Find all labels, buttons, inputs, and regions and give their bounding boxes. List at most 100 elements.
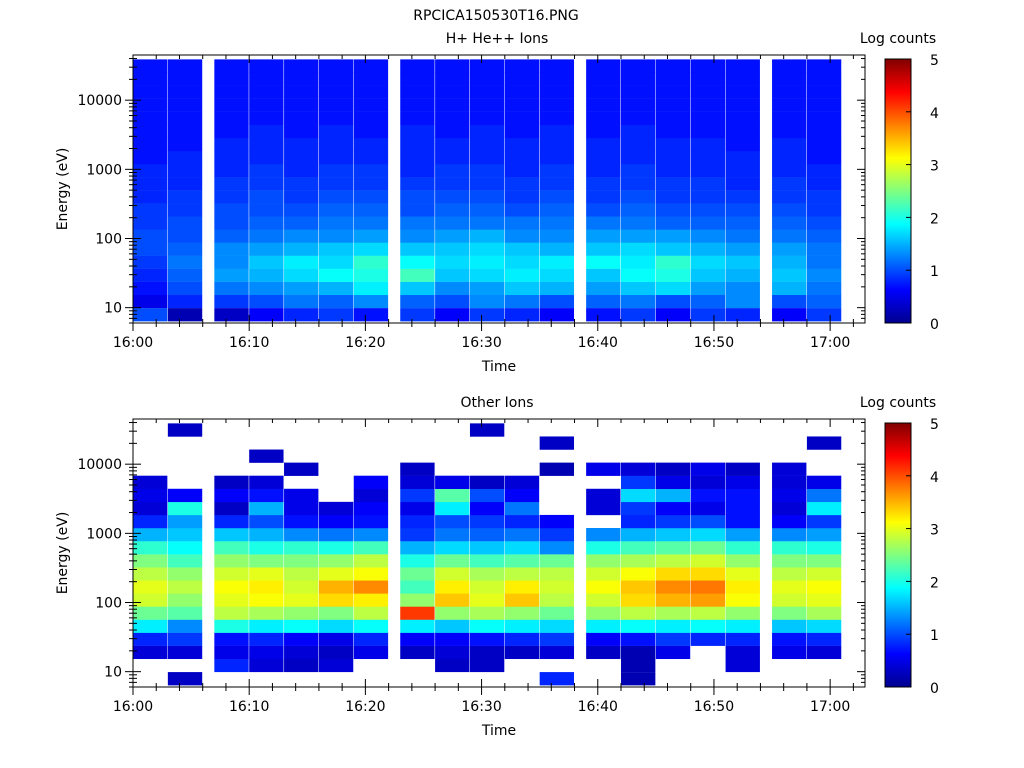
heatmap-cell bbox=[167, 111, 203, 125]
heatmap-cell bbox=[284, 645, 319, 660]
heatmap-cell bbox=[133, 164, 168, 178]
heatmap-cell bbox=[167, 554, 203, 568]
heatmap-cell bbox=[655, 203, 691, 217]
heatmap-cell bbox=[249, 177, 284, 191]
colorbar-tick-label: 3 bbox=[930, 159, 939, 175]
heatmap-cell bbox=[353, 124, 389, 139]
heatmap-cell bbox=[586, 216, 621, 230]
heatmap-cell bbox=[621, 554, 656, 568]
heatmap-cell bbox=[249, 514, 284, 529]
heatmap-cell bbox=[806, 554, 842, 568]
heatmap-cell bbox=[725, 281, 760, 296]
heatmap-cell bbox=[435, 59, 470, 73]
heatmap-cell bbox=[655, 645, 691, 660]
heatmap-cell bbox=[539, 177, 575, 191]
heatmap-cell bbox=[504, 645, 540, 660]
heatmap-cell bbox=[725, 294, 760, 309]
heatmap-cell bbox=[400, 488, 435, 503]
heatmap-cell bbox=[504, 242, 540, 256]
heatmap-cell bbox=[469, 242, 505, 256]
heatmap-cell bbox=[504, 619, 540, 633]
heatmap-cell bbox=[284, 177, 319, 191]
heatmap-cell bbox=[690, 203, 726, 217]
heatmap-cell bbox=[167, 72, 203, 86]
x-tick-label: 17:00 bbox=[810, 335, 850, 351]
heatmap-cell bbox=[806, 580, 842, 594]
colorbar-tick-label: 3 bbox=[930, 523, 939, 539]
heatmap-cell bbox=[690, 164, 726, 178]
x-tick-label: 16:50 bbox=[694, 335, 734, 351]
heatmap-cell bbox=[214, 593, 249, 607]
heatmap-cell bbox=[400, 501, 435, 516]
heatmap-cell bbox=[214, 501, 249, 516]
heatmap-cell bbox=[469, 619, 505, 633]
plot-frame bbox=[132, 54, 866, 324]
heatmap-cell bbox=[249, 294, 284, 309]
heatmap-cell bbox=[725, 462, 760, 476]
heatmap-cell bbox=[249, 281, 284, 296]
heatmap-cell bbox=[214, 137, 249, 152]
heatmap-cell bbox=[214, 98, 249, 112]
heatmap-cell bbox=[586, 554, 621, 568]
heatmap-cell bbox=[772, 203, 807, 217]
heatmap-cell bbox=[539, 672, 575, 686]
heatmap-cell bbox=[690, 541, 726, 555]
heatmap-cell bbox=[586, 632, 621, 646]
heatmap-cell bbox=[586, 85, 621, 99]
heatmap-cell bbox=[353, 190, 389, 204]
heatmap-cell bbox=[469, 59, 505, 73]
heatmap-cell bbox=[353, 632, 389, 646]
heatmap-cell bbox=[772, 98, 807, 112]
heatmap-cell bbox=[284, 488, 319, 503]
heatmap-cell bbox=[655, 501, 691, 516]
heatmap-cell bbox=[133, 137, 168, 152]
heatmap-cell bbox=[284, 137, 319, 152]
heatmap-cell bbox=[725, 268, 760, 282]
heatmap-cell bbox=[435, 541, 470, 555]
heatmap-cell bbox=[806, 632, 842, 646]
x-tick-label: 16:50 bbox=[694, 699, 734, 715]
heatmap-cell bbox=[400, 514, 435, 529]
heatmap-cell bbox=[586, 177, 621, 191]
heatmap-cell bbox=[284, 606, 319, 620]
heatmap-cell bbox=[400, 190, 435, 204]
heatmap-cell bbox=[469, 423, 505, 437]
heatmap-cell bbox=[586, 255, 621, 269]
y-tick-label: 100 bbox=[95, 595, 122, 611]
heatmap-cell bbox=[435, 475, 470, 489]
heatmap-cell bbox=[772, 177, 807, 191]
heatmap-cell bbox=[586, 488, 621, 503]
heatmap-cell bbox=[353, 242, 389, 256]
heatmap-cell bbox=[469, 98, 505, 112]
heatmap-cell bbox=[284, 190, 319, 204]
heatmap-cell bbox=[504, 150, 540, 165]
heatmap-cell bbox=[621, 72, 656, 86]
heatmap-cell bbox=[690, 124, 726, 139]
heatmap-cell bbox=[167, 177, 203, 191]
x-axis: 16:00 16:10 16:20 16:30 16:40 16:50 17:00 bbox=[113, 55, 854, 351]
heatmap-cell bbox=[249, 567, 284, 581]
heatmap-cell bbox=[249, 150, 284, 165]
heatmap-cell bbox=[469, 488, 505, 503]
heatmap-cell bbox=[400, 645, 435, 660]
heatmap-cell bbox=[621, 619, 656, 633]
heatmap-cell bbox=[318, 632, 354, 646]
colorbar-tick-label: 4 bbox=[930, 106, 939, 122]
heatmap-cell bbox=[318, 98, 354, 112]
heatmap-cell bbox=[435, 567, 470, 581]
heatmap-cell bbox=[621, 85, 656, 99]
heatmap-cell bbox=[539, 255, 575, 269]
heatmap-cell bbox=[690, 308, 726, 322]
heatmap-cell bbox=[539, 216, 575, 230]
heatmap-cell bbox=[353, 59, 389, 73]
heatmap-cell bbox=[214, 164, 249, 178]
heatmap-cell bbox=[469, 294, 505, 309]
heatmap-cell bbox=[586, 150, 621, 165]
heatmap-cell bbox=[655, 541, 691, 555]
heatmap-cell bbox=[539, 150, 575, 165]
heatmap-cell bbox=[655, 229, 691, 243]
y-tick-label: 10 bbox=[104, 301, 122, 317]
heatmap-cell bbox=[214, 528, 249, 542]
heatmap-cell bbox=[806, 645, 842, 660]
heatmap-cell bbox=[621, 294, 656, 309]
